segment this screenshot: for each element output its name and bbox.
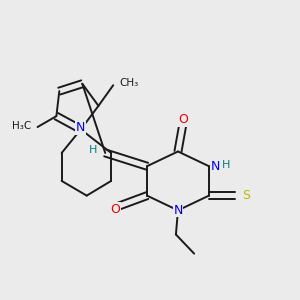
Text: CH₃: CH₃ xyxy=(120,78,139,88)
Text: H: H xyxy=(88,145,97,155)
Text: N: N xyxy=(210,160,220,173)
Text: H: H xyxy=(222,160,230,170)
Text: H₃C: H₃C xyxy=(12,121,31,131)
Text: N: N xyxy=(76,122,86,134)
Text: O: O xyxy=(110,203,120,216)
Text: N: N xyxy=(173,204,183,217)
Text: O: O xyxy=(178,113,188,127)
Text: S: S xyxy=(242,189,250,202)
